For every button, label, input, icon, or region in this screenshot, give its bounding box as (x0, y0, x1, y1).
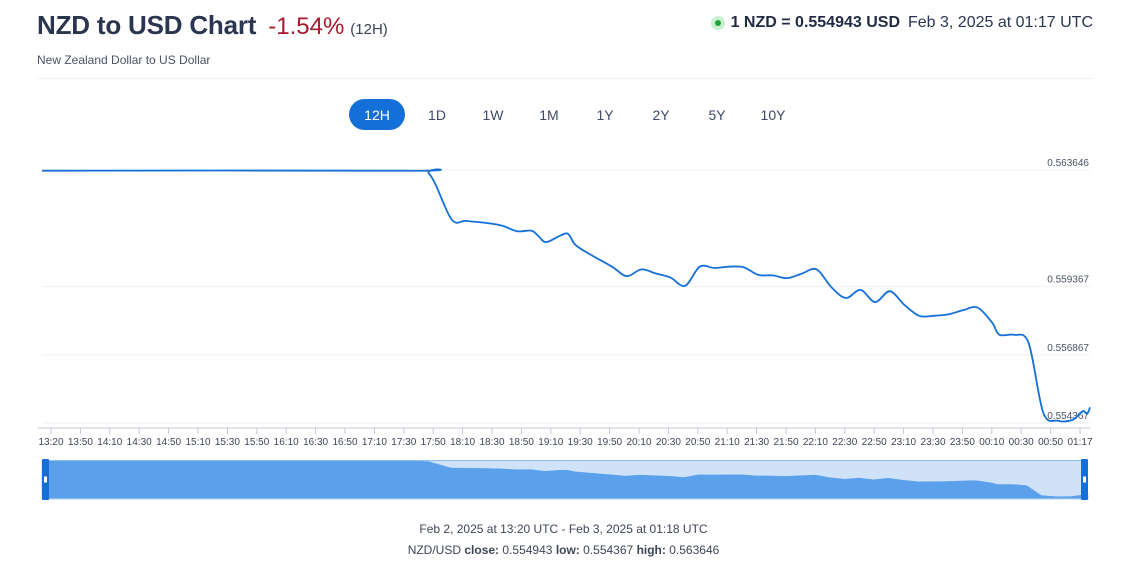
summary-low-label: low: (555, 543, 580, 557)
x-tick-label: 14:30 (127, 437, 152, 448)
range-button-1d[interactable]: 1D (428, 106, 446, 123)
live-rate: 1 NZD = 0.554943 USD Feb 3, 2025 at 01:1… (710, 14, 1093, 32)
range-button-1m[interactable]: 1M (539, 106, 559, 123)
range-button-2y[interactable]: 2Y (652, 106, 670, 123)
summary-close-label: close: (464, 543, 500, 557)
x-tick-label: 15:50 (244, 437, 269, 448)
header-divider (37, 78, 1093, 79)
handle-grip-icon (44, 476, 47, 483)
x-tick-label: 19:10 (538, 437, 563, 448)
x-tick-label: 17:10 (362, 437, 387, 448)
x-tick-label: 15:10 (185, 437, 210, 448)
x-tick-label: 17:30 (391, 437, 416, 448)
handle-grip-icon (1083, 476, 1086, 483)
x-tick-label: 16:50 (332, 437, 357, 448)
x-tick-label: 16:30 (303, 437, 328, 448)
x-tick-label: 21:10 (715, 437, 740, 448)
navigator-area (41, 460, 1089, 500)
chart-title-group: NZD to USD Chart -1.54% (12H) (37, 10, 388, 41)
x-tick-label: 00:30 (1009, 437, 1034, 448)
x-tick-label: 19:50 (597, 437, 622, 448)
x-tick-label: 22:50 (862, 437, 887, 448)
x-tick-label: 17:50 (421, 437, 446, 448)
x-tick-label: 21:50 (773, 437, 798, 448)
x-tick-label: 20:10 (626, 437, 651, 448)
live-status-icon (710, 16, 725, 30)
x-tick-label: 14:10 (97, 437, 122, 448)
range-button-1w[interactable]: 1W (482, 106, 504, 123)
change-period: (12H) (350, 21, 388, 38)
summary-close-value: 0.554943 (502, 543, 553, 557)
range-button-10y[interactable]: 10Y (760, 106, 786, 123)
summary-low-value: 0.554367 (583, 543, 634, 557)
x-tick-label: 16:10 (274, 437, 299, 448)
range-button-1y[interactable]: 1Y (596, 106, 614, 123)
x-tick-label: 18:50 (509, 437, 534, 448)
x-tick-label: 23:30 (920, 437, 945, 448)
x-tick-label: 22:30 (832, 437, 857, 448)
y-tick-label: 0.556867 (1047, 343, 1089, 354)
x-tick-label: 00:10 (979, 437, 1004, 448)
x-tick-label: 23:10 (891, 437, 916, 448)
summary-line: NZD/USD close: 0.554943 low: 0.554367 hi… (0, 543, 1127, 557)
x-tick-label: 19:30 (568, 437, 593, 448)
x-tick-label: 13:20 (38, 437, 63, 448)
y-tick-label: 0.559367 (1047, 275, 1089, 286)
x-tick-label: 22:10 (803, 437, 828, 448)
summary-pair: NZD/USD (407, 543, 462, 557)
x-tick-label: 18:30 (479, 437, 504, 448)
range-button-5y[interactable]: 5Y (708, 106, 726, 123)
x-tick-label: 15:30 (215, 437, 240, 448)
rate-value: 1 NZD = 0.554943 USD (730, 14, 900, 31)
change-percent: -1.54% (268, 13, 345, 40)
range-button-12h[interactable]: 12H (349, 99, 405, 130)
rate-timestamp: Feb 3, 2025 at 01:17 UTC (908, 14, 1093, 31)
x-tick-label: 00:50 (1038, 437, 1063, 448)
x-tick-label: 01:17 (1067, 437, 1092, 448)
summary-high-label: high: (636, 543, 666, 557)
x-tick-label: 23:50 (950, 437, 975, 448)
y-tick-label: 0.554367 (1047, 411, 1089, 422)
x-tick-label: 14:50 (156, 437, 181, 448)
y-tick-label: 0.563646 (1047, 158, 1089, 169)
page-subtitle: New Zealand Dollar to US Dollar (37, 53, 211, 67)
summary-high-value: 0.563646 (669, 543, 720, 557)
x-tick-label: 18:10 (450, 437, 475, 448)
line-chart[interactable]: 0.563646 0.559367 0.556867 0.554367 13:20 13:… (0, 0, 1127, 510)
range-selector: 12H 1D 1W 1M 1Y 2Y 5Y 10Y (349, 99, 797, 130)
x-tick-label: 13:50 (68, 437, 93, 448)
page-title: NZD to USD Chart (37, 10, 257, 40)
series-line (41, 168, 1091, 423)
x-tick-label: 20:50 (685, 437, 710, 448)
x-tick-label: 21:30 (744, 437, 769, 448)
navigator-range-label: Feb 2, 2025 at 13:20 UTC - Feb 3, 2025 a… (419, 522, 708, 536)
x-tick-label: 20:30 (656, 437, 681, 448)
